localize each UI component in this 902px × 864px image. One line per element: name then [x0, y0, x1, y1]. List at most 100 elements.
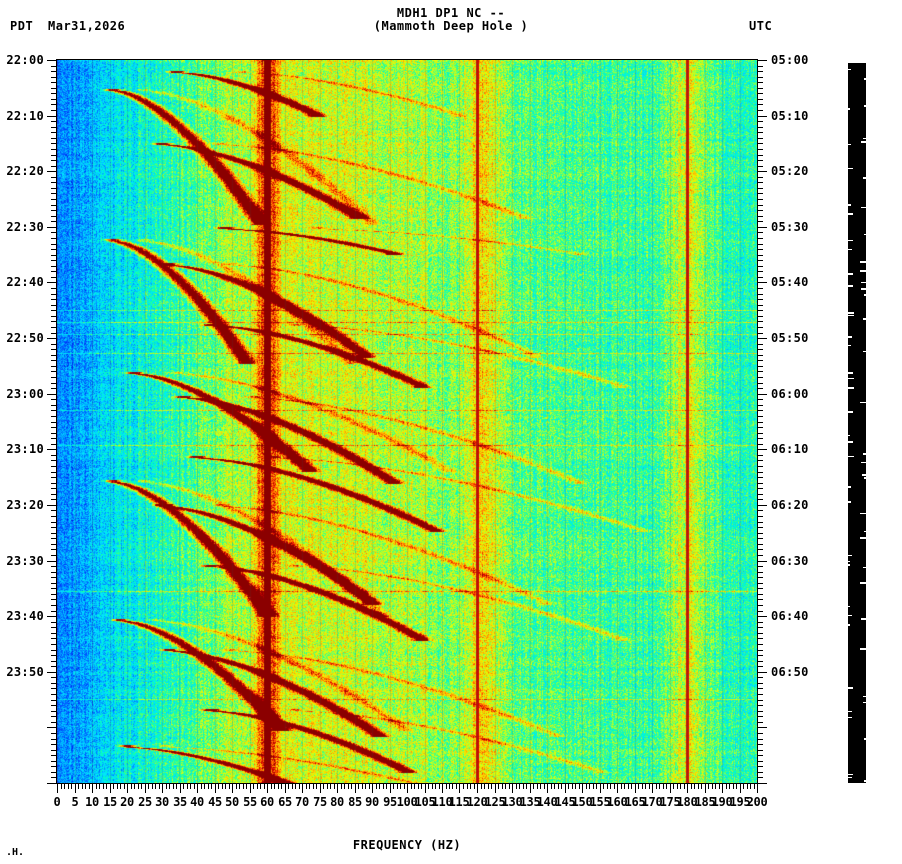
spectrogram-plot[interactable] — [57, 60, 757, 783]
time-label-pdt: 23:40 — [6, 609, 44, 623]
tick-major-left — [47, 616, 57, 617]
frequency-label: 90 — [365, 795, 379, 809]
tick-minor-freq — [134, 783, 135, 789]
tick-minor-freq — [533, 783, 534, 789]
tick-minor-right — [757, 344, 763, 345]
tick-minor-freq — [666, 783, 667, 789]
tick-minor-left — [51, 294, 57, 295]
time-label-pdt: 22:10 — [6, 109, 44, 123]
tick-minor-left — [51, 255, 57, 256]
strip-notch — [848, 378, 854, 379]
tick-minor-left — [51, 266, 57, 267]
tick-minor-right — [757, 160, 763, 161]
tick-minor-left — [51, 755, 57, 756]
tick-major-freq — [670, 783, 671, 793]
tick-minor-right — [757, 193, 763, 194]
tick-minor-freq — [726, 783, 727, 789]
tick-minor-freq — [89, 783, 90, 789]
tick-minor-freq — [537, 783, 538, 789]
strip-notch — [861, 462, 866, 463]
tick-minor-freq — [379, 783, 380, 789]
strip-notch — [848, 387, 854, 389]
tick-minor-freq — [194, 783, 195, 789]
tick-minor-left — [51, 238, 57, 239]
strip-notch — [863, 567, 866, 568]
strip-notch — [848, 777, 852, 778]
tick-minor-right — [757, 422, 763, 423]
tick-minor-left — [51, 277, 57, 278]
tick-minor-freq — [621, 783, 622, 789]
frequency-label: 170 — [641, 795, 663, 809]
tick-minor-left — [51, 522, 57, 523]
tick-major-right — [757, 394, 767, 395]
strip-notch — [860, 402, 866, 403]
tick-minor-left — [51, 310, 57, 311]
tick-minor-right — [757, 572, 763, 573]
tick-major-right — [757, 171, 767, 172]
tick-major-freq — [215, 783, 216, 793]
tick-major-left — [47, 60, 57, 61]
tick-minor-freq — [540, 783, 541, 789]
tick-minor-left — [51, 444, 57, 445]
tick-minor-right — [757, 750, 763, 751]
time-label-utc: 05:40 — [771, 275, 809, 289]
tick-minor-left — [51, 494, 57, 495]
tick-major-left — [47, 783, 57, 784]
tick-minor-left — [51, 766, 57, 767]
tick-minor-freq — [183, 783, 184, 789]
tick-minor-freq — [729, 783, 730, 789]
frequency-label: 25 — [138, 795, 152, 809]
tick-minor-right — [757, 483, 763, 484]
strip-notch — [863, 318, 866, 320]
tick-minor-right — [757, 700, 763, 701]
time-label-pdt: 23:50 — [6, 665, 44, 679]
tick-minor-left — [51, 460, 57, 461]
tick-minor-right — [757, 744, 763, 745]
tick-minor-left — [51, 577, 57, 578]
tick-minor-freq — [572, 783, 573, 789]
frequency-label: 70 — [295, 795, 309, 809]
tick-minor-left — [51, 360, 57, 361]
tick-minor-left — [51, 127, 57, 128]
tick-minor-freq — [544, 783, 545, 789]
tick-minor-freq — [330, 783, 331, 789]
tick-minor-freq — [551, 783, 552, 789]
tick-minor-right — [757, 494, 763, 495]
tick-minor-left — [51, 410, 57, 411]
time-label-utc: 06:40 — [771, 609, 809, 623]
tick-minor-right — [757, 416, 763, 417]
tick-minor-left — [51, 666, 57, 667]
tick-major-freq — [110, 783, 111, 793]
tick-minor-left — [51, 627, 57, 628]
tick-minor-freq — [596, 783, 597, 789]
tick-minor-right — [757, 199, 763, 200]
tick-major-left — [47, 727, 57, 728]
tick-minor-freq — [603, 783, 604, 789]
tick-minor-right — [757, 166, 763, 167]
tick-minor-freq — [131, 783, 132, 789]
frequency-label: 55 — [243, 795, 257, 809]
tick-minor-left — [51, 655, 57, 656]
tick-minor-left — [51, 149, 57, 150]
tick-major-freq — [425, 783, 426, 793]
strip-notch — [863, 351, 866, 352]
tick-minor-right — [757, 460, 763, 461]
tick-minor-freq — [253, 783, 254, 789]
tick-minor-freq — [411, 783, 412, 789]
tick-major-freq — [582, 783, 583, 793]
strip-notch — [848, 561, 850, 562]
tick-minor-freq — [383, 783, 384, 789]
time-label-utc: 05:50 — [771, 331, 809, 345]
tick-major-freq — [145, 783, 146, 793]
frequency-label: 30 — [155, 795, 169, 809]
tick-minor-left — [51, 422, 57, 423]
strip-notch — [848, 312, 854, 314]
tick-minor-right — [757, 177, 763, 178]
tick-minor-freq — [204, 783, 205, 789]
strip-notch — [848, 249, 852, 250]
tick-minor-right — [757, 633, 763, 634]
tick-minor-right — [757, 216, 763, 217]
tick-minor-left — [51, 744, 57, 745]
tick-minor-right — [757, 538, 763, 539]
tick-minor-right — [757, 349, 763, 350]
